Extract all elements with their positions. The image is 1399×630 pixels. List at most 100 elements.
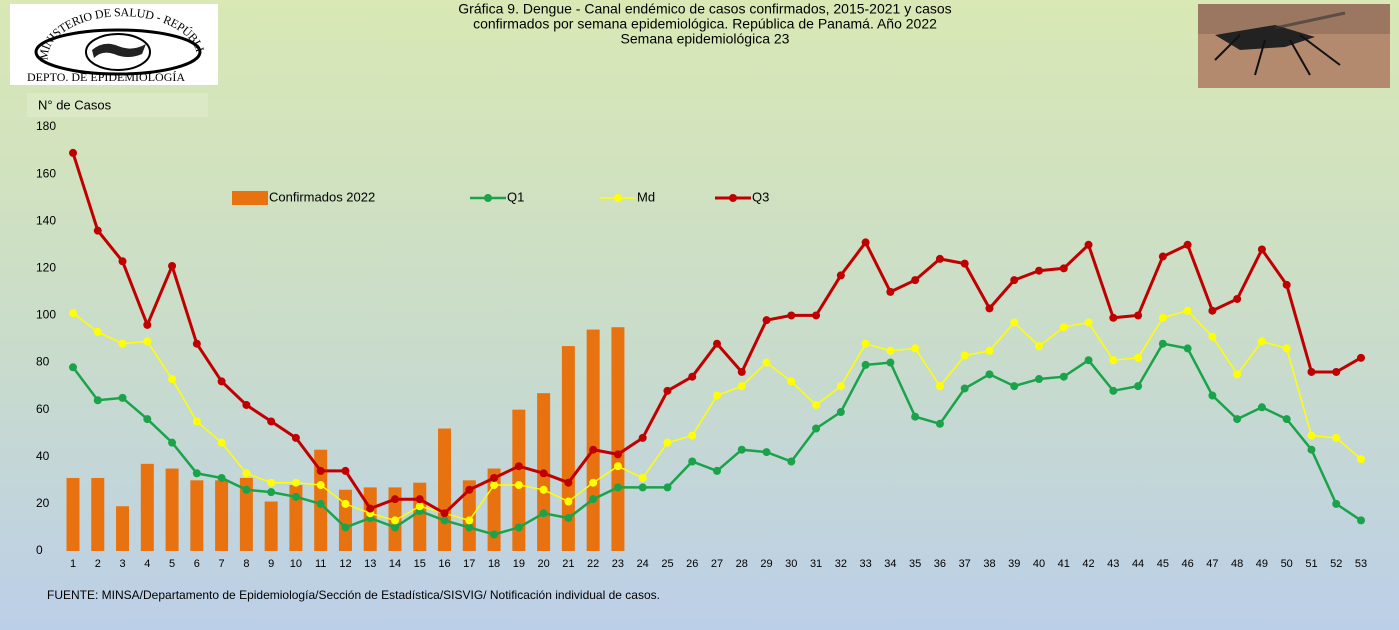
line-marker: [143, 415, 151, 423]
x-tick-label: 49: [1256, 558, 1268, 570]
x-tick-label: 30: [785, 558, 797, 570]
line-marker: [1233, 370, 1241, 378]
line-marker: [1307, 446, 1315, 454]
line-marker: [1208, 392, 1216, 400]
line-marker: [341, 500, 349, 508]
x-tick-label: 37: [959, 558, 971, 570]
x-tick-label: 9: [268, 558, 274, 570]
y-tick-label: 40: [36, 449, 50, 463]
line-marker: [564, 514, 572, 522]
background: [0, 0, 1399, 630]
line-marker: [688, 432, 696, 440]
line-marker: [1159, 253, 1167, 261]
line-marker: [490, 481, 498, 489]
line-marker: [242, 469, 250, 477]
line-marker: [341, 467, 349, 475]
line-marker: [688, 457, 696, 465]
line-marker: [515, 462, 523, 470]
line-marker: [713, 392, 721, 400]
x-tick-label: 25: [661, 558, 673, 570]
line-marker: [317, 481, 325, 489]
line-marker: [837, 408, 845, 416]
x-tick-label: 36: [934, 558, 946, 570]
chart-title: Gráfica 9. Dengue - Canal endémico de ca…: [458, 1, 951, 17]
x-tick-label: 10: [290, 558, 302, 570]
x-tick-label: 46: [1181, 558, 1193, 570]
line-marker: [1258, 403, 1266, 411]
x-tick-label: 14: [389, 558, 401, 570]
line-marker: [69, 149, 77, 157]
line-marker: [911, 344, 919, 352]
line-marker: [1357, 354, 1365, 362]
bar: [587, 330, 600, 551]
line-marker: [985, 370, 993, 378]
x-tick-label: 33: [859, 558, 871, 570]
logo: MINISTERIO DE SALUD - REPÚBLICA DE PANAM…: [0, 0, 218, 85]
line-marker: [862, 238, 870, 246]
line-marker: [663, 483, 671, 491]
line-marker: [515, 481, 523, 489]
line-marker: [1060, 323, 1068, 331]
line-marker: [540, 469, 548, 477]
line-marker: [589, 446, 597, 454]
x-tick-label: 26: [686, 558, 698, 570]
line-marker: [490, 531, 498, 539]
source-note: FUENTE: MINSA/Departamento de Epidemiolo…: [47, 588, 660, 602]
line-marker: [1208, 333, 1216, 341]
x-tick-label: 41: [1058, 558, 1070, 570]
line-marker: [1010, 276, 1018, 284]
line-marker: [1060, 373, 1068, 381]
line-marker: [1085, 319, 1093, 327]
legend-label: Md: [637, 189, 655, 204]
line-marker: [1085, 241, 1093, 249]
x-tick-label: 11: [315, 558, 326, 570]
line-marker: [465, 523, 473, 531]
line-marker: [787, 377, 795, 385]
line-marker: [1159, 340, 1167, 348]
line-marker: [985, 347, 993, 355]
line-marker: [218, 474, 226, 482]
x-tick-label: 23: [612, 558, 624, 570]
bar: [91, 478, 104, 551]
line-marker: [1332, 500, 1340, 508]
y-tick-label: 20: [36, 496, 50, 510]
bar: [611, 327, 624, 551]
line-marker: [1035, 375, 1043, 383]
line-marker: [69, 309, 77, 317]
x-tick-label: 17: [463, 558, 475, 570]
line-marker: [119, 394, 127, 402]
line-marker: [713, 467, 721, 475]
line-marker: [1233, 295, 1241, 303]
line-marker: [218, 439, 226, 447]
line-marker: [1258, 337, 1266, 345]
line-marker: [1332, 434, 1340, 442]
x-tick-label: 43: [1107, 558, 1119, 570]
bar: [166, 469, 179, 551]
line-marker: [614, 450, 622, 458]
line-marker: [1035, 342, 1043, 350]
line-marker: [961, 384, 969, 392]
line-marker: [292, 479, 300, 487]
line-marker: [119, 257, 127, 265]
line-marker: [416, 495, 424, 503]
x-tick-label: 1: [70, 558, 76, 570]
line-marker: [812, 311, 820, 319]
x-tick-label: 29: [760, 558, 772, 570]
line-marker: [812, 425, 820, 433]
line-marker: [94, 396, 102, 404]
x-tick-label: 12: [339, 558, 351, 570]
x-tick-label: 27: [711, 558, 723, 570]
line-marker: [589, 479, 597, 487]
x-tick-label: 50: [1281, 558, 1293, 570]
x-tick-label: 44: [1132, 558, 1144, 570]
x-tick-label: 28: [736, 558, 748, 570]
x-tick-label: 51: [1305, 558, 1317, 570]
line-marker: [936, 382, 944, 390]
line-marker: [366, 505, 374, 513]
bar: [116, 506, 129, 551]
line-marker: [1357, 455, 1365, 463]
line-marker: [292, 434, 300, 442]
x-tick-label: 15: [414, 558, 426, 570]
line-marker: [218, 377, 226, 385]
x-tick-label: 2: [95, 558, 101, 570]
